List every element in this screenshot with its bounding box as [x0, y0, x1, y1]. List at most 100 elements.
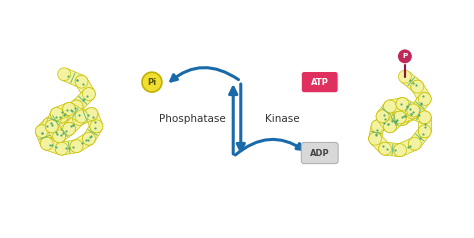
Circle shape [396, 98, 409, 110]
Polygon shape [386, 113, 404, 131]
Circle shape [376, 110, 389, 123]
Circle shape [398, 49, 412, 64]
Circle shape [73, 112, 85, 125]
Circle shape [43, 117, 56, 130]
Circle shape [82, 132, 95, 145]
Circle shape [409, 105, 421, 118]
Circle shape [43, 117, 56, 130]
Polygon shape [410, 106, 427, 123]
Circle shape [70, 140, 83, 153]
Circle shape [50, 108, 63, 120]
Polygon shape [72, 89, 93, 111]
Circle shape [70, 100, 83, 113]
Circle shape [40, 137, 53, 150]
Text: Pi: Pi [147, 78, 156, 87]
Polygon shape [64, 114, 83, 133]
Polygon shape [62, 68, 84, 88]
Polygon shape [386, 113, 403, 128]
Polygon shape [37, 119, 54, 136]
Polygon shape [410, 127, 430, 148]
Circle shape [73, 112, 85, 125]
Circle shape [396, 98, 409, 110]
Circle shape [70, 140, 83, 153]
Circle shape [63, 122, 75, 135]
Circle shape [393, 111, 406, 124]
Circle shape [75, 110, 88, 123]
Polygon shape [384, 142, 401, 157]
Circle shape [418, 125, 431, 138]
Polygon shape [371, 134, 390, 153]
Polygon shape [46, 112, 63, 129]
Circle shape [407, 104, 420, 117]
Circle shape [369, 132, 382, 145]
Circle shape [379, 142, 392, 155]
Circle shape [381, 115, 394, 128]
Polygon shape [66, 104, 85, 122]
Circle shape [36, 125, 48, 138]
Polygon shape [389, 98, 404, 113]
Polygon shape [377, 113, 395, 130]
Text: ATP: ATP [311, 78, 328, 87]
Polygon shape [398, 106, 415, 123]
Polygon shape [369, 125, 384, 140]
Polygon shape [397, 138, 418, 156]
Circle shape [376, 110, 389, 123]
Polygon shape [418, 117, 431, 131]
Circle shape [75, 75, 88, 88]
Circle shape [142, 72, 162, 92]
Polygon shape [412, 83, 430, 102]
Text: Kinase: Kinase [264, 114, 299, 124]
Circle shape [369, 132, 382, 145]
Circle shape [63, 103, 75, 115]
Circle shape [383, 120, 396, 133]
Text: ADP: ADP [310, 149, 329, 158]
FancyBboxPatch shape [301, 142, 338, 164]
Polygon shape [45, 138, 64, 155]
Circle shape [418, 111, 431, 124]
Circle shape [371, 120, 384, 133]
Circle shape [399, 70, 411, 83]
Circle shape [383, 120, 396, 133]
Circle shape [409, 105, 421, 118]
Polygon shape [73, 133, 92, 152]
Circle shape [396, 112, 409, 125]
Circle shape [406, 106, 419, 119]
FancyBboxPatch shape [301, 71, 338, 93]
Polygon shape [375, 116, 391, 132]
Circle shape [82, 88, 95, 100]
Polygon shape [85, 112, 102, 129]
Circle shape [85, 108, 98, 120]
Circle shape [418, 93, 431, 105]
Circle shape [90, 120, 103, 133]
Circle shape [75, 75, 88, 88]
Circle shape [55, 110, 68, 123]
Polygon shape [76, 78, 94, 97]
Circle shape [55, 110, 68, 123]
Polygon shape [410, 95, 430, 115]
Circle shape [40, 137, 53, 150]
Polygon shape [61, 140, 78, 155]
Circle shape [418, 93, 431, 105]
Circle shape [58, 68, 71, 81]
Circle shape [383, 100, 396, 113]
Polygon shape [55, 124, 73, 141]
Polygon shape [36, 129, 53, 146]
Circle shape [393, 144, 406, 157]
Circle shape [411, 80, 424, 93]
Polygon shape [399, 106, 418, 124]
Circle shape [82, 88, 95, 100]
Circle shape [379, 142, 392, 155]
Circle shape [63, 122, 75, 135]
Circle shape [55, 142, 68, 155]
Polygon shape [401, 72, 421, 92]
Circle shape [46, 120, 58, 133]
Circle shape [70, 100, 83, 113]
Circle shape [63, 103, 75, 115]
Circle shape [50, 108, 63, 120]
Circle shape [381, 115, 394, 128]
Circle shape [53, 130, 65, 143]
Circle shape [36, 125, 48, 138]
Circle shape [46, 120, 58, 133]
Circle shape [409, 137, 421, 150]
Circle shape [406, 106, 419, 119]
